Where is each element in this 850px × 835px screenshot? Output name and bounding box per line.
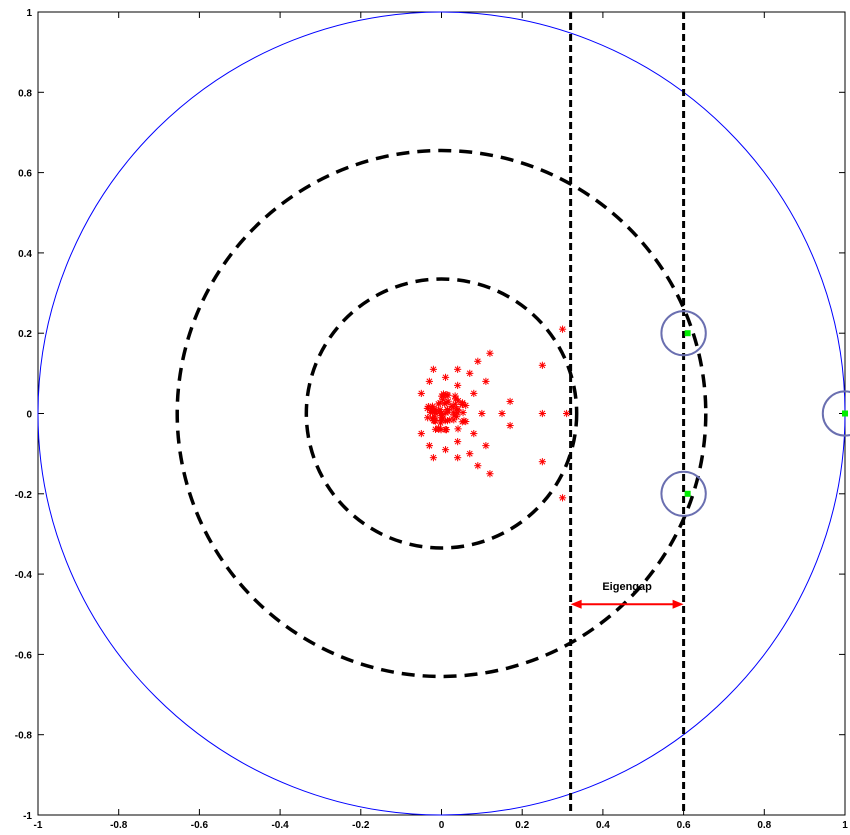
x-tick-label: 0.4 — [596, 820, 610, 831]
eigenvalue-marker — [482, 377, 490, 385]
dominant-eigenvalue-marker — [684, 330, 691, 337]
y-tick-label: 0.6 — [18, 169, 32, 180]
y-tick-label: 0.8 — [18, 88, 32, 99]
x-tick-label: -0.8 — [110, 820, 128, 831]
eigenvalue-marker — [443, 399, 451, 407]
eigenvalue-marker — [562, 409, 571, 418]
y-tick-label: 0 — [26, 410, 32, 421]
y-tick-label: 0.2 — [18, 329, 32, 340]
eigenvalue-marker — [506, 397, 514, 406]
eigenvalue-marker — [538, 458, 546, 466]
x-tick-label: 0.8 — [757, 820, 771, 831]
eigenvalue-marker — [436, 406, 444, 414]
eigenvalue-marker — [478, 409, 486, 418]
eigenvalue-marker — [466, 450, 474, 458]
eigenvalue-marker — [429, 454, 438, 462]
dashed-circle — [175, 148, 708, 679]
eigenvalue-marker — [429, 408, 437, 416]
eigenvalue-marker — [425, 377, 433, 385]
y-tick-label: -1 — [23, 811, 32, 822]
x-tick-label: -1 — [34, 820, 43, 831]
x-tick-label: -0.2 — [352, 820, 370, 831]
eigenvalue-marker — [558, 325, 567, 333]
plot-area — [37, 11, 850, 816]
eigenvalue-marker — [538, 409, 546, 418]
y-tick-label: -0.8 — [15, 731, 33, 742]
x-tick-label: -0.4 — [271, 820, 289, 831]
eigenvalue-marker — [486, 349, 494, 357]
eigenvalue-marker — [444, 408, 452, 416]
eigenvalue-marker — [454, 365, 462, 373]
highlight-circle — [660, 470, 707, 517]
y-tick-label: -0.6 — [15, 650, 33, 661]
x-tick-label: -0.6 — [191, 820, 209, 831]
y-tick-label: -0.2 — [15, 490, 33, 501]
eigenvalue-marker — [441, 373, 450, 381]
eigenvalue-marker — [454, 397, 462, 405]
x-tick-label: 0.2 — [515, 820, 529, 831]
eigenvalue-marker — [425, 442, 433, 450]
eigenvalue-marker — [474, 462, 482, 470]
eigenvalue-marker — [482, 442, 490, 450]
tick-labels: -1 -0.8 -0.6 -0.4 -0.2 0 0.2 0.4 0.6 0.8 1 1 0.8 0.6 0… — [15, 8, 848, 831]
dominant-eigenvalue-marker — [684, 490, 691, 497]
x-tick-label: 1 — [842, 820, 848, 831]
eigenvalue-marker — [429, 365, 438, 373]
eigenvalue-marker — [470, 429, 478, 438]
eigenvalue-marker — [439, 396, 447, 404]
eigenvalue-marker — [454, 438, 462, 446]
eigengap-label: Eigengap — [602, 581, 652, 593]
eigenvalue-marker — [443, 417, 452, 425]
highlight-circle — [821, 390, 850, 437]
eigenvalue-marker — [486, 470, 494, 478]
eigenvalue-marker — [454, 425, 462, 433]
eigenvalue-marker — [431, 425, 440, 433]
eigengap-arrow — [570, 599, 684, 609]
eigenvalue-marker — [453, 405, 461, 413]
eigenvalue-marker — [506, 421, 514, 430]
eigenvalue-marker — [454, 454, 462, 462]
dominant-eigenvalue-marker — [842, 410, 848, 417]
x-tick-label: 0 — [439, 820, 445, 831]
eigenvalue-marker — [458, 418, 466, 426]
y-tick-label: 1 — [26, 8, 32, 19]
eigenvalue-marker — [423, 404, 431, 413]
eigenvalue-marker — [417, 389, 425, 398]
eigenvalue-marker — [498, 409, 506, 418]
eigenvalue-marker — [437, 426, 445, 434]
eigenvalue-marker — [454, 381, 462, 389]
eigenvalue-marker — [558, 494, 567, 502]
y-tick-label: -0.4 — [15, 570, 33, 581]
eigenvalue-marker — [444, 391, 452, 399]
eigenvalue-marker — [417, 429, 425, 438]
x-tick-label: 0.6 — [677, 820, 691, 831]
eigenvalue-marker — [474, 357, 482, 365]
highlight-circle — [660, 310, 707, 357]
eigenvalue-marker — [459, 408, 467, 417]
eigenvalue-marker — [437, 414, 445, 422]
eigenvalue-marker — [441, 446, 450, 454]
eigenvalue-marker — [466, 369, 474, 377]
eigenvalue-marker — [430, 417, 438, 425]
eigenvalue-marker — [424, 414, 432, 422]
dashed-circle — [304, 277, 579, 550]
y-tick-label: 0.4 — [18, 249, 32, 260]
eigenvalue-marker — [538, 361, 546, 369]
eigenvalue-marker — [470, 389, 478, 398]
eigenvalue-marker — [442, 409, 450, 417]
